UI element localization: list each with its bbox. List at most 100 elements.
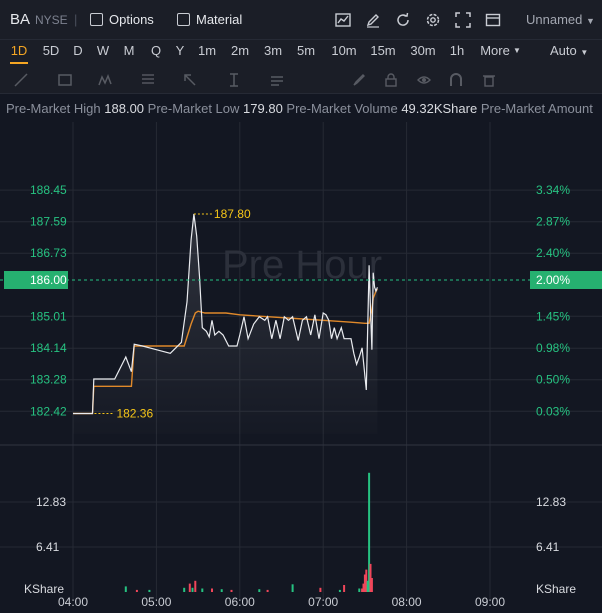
more-chevron-icon: ▼	[513, 46, 521, 55]
volume-bar	[266, 589, 269, 592]
chart-indicator-icon[interactable]	[335, 12, 351, 28]
volume-bar	[220, 589, 223, 592]
ticker-symbol[interactable]: BA	[10, 11, 31, 28]
premarket-high-value: 188.00	[104, 101, 145, 116]
tab-period-3m[interactable]: 3m	[263, 43, 283, 58]
price-chart[interactable]: Pre Hour 187.80 182.36 188.45187.59186.7…	[0, 122, 602, 613]
current-percent-value: 2.00%	[536, 273, 570, 287]
brush-tool-icon[interactable]	[352, 73, 366, 87]
tab-period-1d[interactable]: 1D	[8, 40, 30, 66]
material-button[interactable]: Material	[177, 0, 242, 40]
volume-bar	[148, 589, 151, 592]
volume-bar	[362, 583, 365, 592]
tab-period-2m[interactable]: 2m	[230, 43, 250, 58]
tab-period-30m[interactable]: 30m	[410, 43, 436, 58]
settings-icon[interactable]	[425, 12, 441, 28]
premarket-volume-label: Pre-Market Volume	[286, 101, 398, 116]
volume-bar	[183, 587, 186, 592]
scale-mode-label: Auto	[550, 43, 577, 58]
trash-icon[interactable]	[482, 73, 496, 87]
price-tick-label: 188.45	[30, 183, 67, 197]
top-toolbar: BA NYSE | Options Material Unnamed ▼	[0, 0, 602, 40]
current-price-badges: 186.00 2.00%	[4, 271, 602, 289]
time-tick-label: 08:00	[392, 595, 422, 609]
material-icon	[177, 13, 190, 26]
refresh-icon[interactable]	[395, 12, 411, 28]
volume-bar	[338, 589, 341, 592]
percent-tick-label: 2.87%	[536, 215, 570, 229]
draw-icon[interactable]	[365, 12, 381, 28]
tab-period-10m[interactable]: 10m	[331, 43, 357, 58]
volume-bar	[191, 587, 194, 592]
volume-bar	[370, 578, 373, 592]
lock-icon[interactable]	[384, 73, 398, 87]
premarket-info-bar: Pre-Market High 188.00 Pre-Market Low 17…	[0, 98, 602, 120]
volume-bar	[194, 580, 197, 592]
tab-period-m[interactable]: M	[123, 43, 135, 58]
price-axis-left: 188.45 187.59 186.73 185.01 184.14 183.28 182.…	[30, 183, 67, 418]
percent-tick-label: 0.50%	[536, 373, 570, 387]
eye-icon[interactable]	[417, 73, 431, 87]
layout-selector[interactable]: Unnamed ▼	[526, 0, 595, 40]
tab-period-15m[interactable]: 15m	[370, 43, 396, 58]
chevron-down-icon: ▼	[586, 16, 595, 26]
price-line	[73, 213, 378, 415]
volume-bar	[291, 584, 294, 592]
premarket-volume-value: 49.32KShare	[401, 101, 478, 116]
extreme-markers: 187.80 182.36	[94, 207, 251, 420]
volume-tick-label-right: 12.83	[536, 495, 566, 509]
percent-axis-right: 3.34% 2.87% 2.40% 1.45% 0.98% 0.50% 0.03%	[536, 183, 570, 418]
arrow-tool-icon[interactable]	[183, 73, 197, 87]
premarket-low-label: Pre-Market Low	[147, 101, 240, 116]
volume-axis: 12.83 12.83 6.41 6.41 KShare KShare	[24, 495, 576, 596]
volume-bar	[361, 588, 364, 592]
window-icon[interactable]	[485, 12, 501, 28]
current-price-badge	[4, 271, 68, 289]
options-icon	[90, 13, 103, 26]
period-tabs: 1D 5D D W M Q Y 1m 2m 3m 5m 10m 15m 30m …	[0, 40, 602, 66]
magnet-icon[interactable]	[449, 73, 463, 87]
scale-mode-selector[interactable]: Auto ▼	[550, 40, 588, 66]
volume-bar	[188, 583, 191, 592]
options-button[interactable]: Options	[90, 0, 154, 40]
tab-period-y[interactable]: Y	[175, 43, 185, 58]
volume-bar	[319, 587, 322, 592]
volume-bar	[201, 588, 204, 592]
more-periods-button[interactable]: More	[480, 43, 510, 58]
chevron-down-icon: ▼	[580, 48, 589, 57]
tab-period-5m[interactable]: 5m	[296, 43, 316, 58]
tab-period-1h[interactable]: 1h	[449, 43, 465, 58]
pattern-tool-icon[interactable]	[98, 73, 112, 87]
volume-bar	[368, 472, 371, 592]
percent-tick-label: 3.34%	[536, 183, 570, 197]
tab-period-d[interactable]: D	[73, 43, 83, 58]
layout-name: Unnamed	[526, 12, 583, 27]
volume-bars	[124, 472, 373, 592]
text-tool-icon[interactable]	[270, 73, 284, 87]
line-tool-icon[interactable]	[14, 73, 28, 87]
premarket-low-value: 179.80	[243, 101, 283, 116]
fullscreen-icon[interactable]	[455, 12, 471, 28]
time-tick-label: 09:00	[475, 595, 505, 609]
percent-tick-label: 0.98%	[536, 341, 570, 355]
fib-tool-icon[interactable]	[141, 73, 155, 87]
time-tick-label: 05:00	[141, 595, 171, 609]
premarket-amount-label: Pre-Market Amount	[480, 101, 593, 116]
volume-tick-label: 6.41	[36, 540, 60, 554]
low-marker-label: 182.36	[116, 406, 153, 420]
measure-tool-icon[interactable]	[227, 73, 241, 87]
percent-tick-label: 2.40%	[536, 246, 570, 260]
percent-tick-label: 0.03%	[536, 404, 570, 418]
rect-tool-icon[interactable]	[58, 73, 72, 87]
price-tick-label: 187.59	[30, 215, 67, 229]
price-area-fill	[73, 214, 378, 434]
volume-bar	[358, 588, 361, 592]
tab-period-q[interactable]: Q	[150, 43, 162, 58]
tab-period-w[interactable]: W	[96, 43, 110, 58]
time-tick-label: 04:00	[58, 595, 88, 609]
volume-tick-label-right: 6.41	[536, 540, 560, 554]
volume-tick-label: 12.83	[36, 495, 66, 509]
tab-period-5d[interactable]: 5D	[42, 43, 60, 58]
toolbar-separator: |	[74, 12, 78, 27]
tab-period-1m[interactable]: 1m	[197, 43, 217, 58]
